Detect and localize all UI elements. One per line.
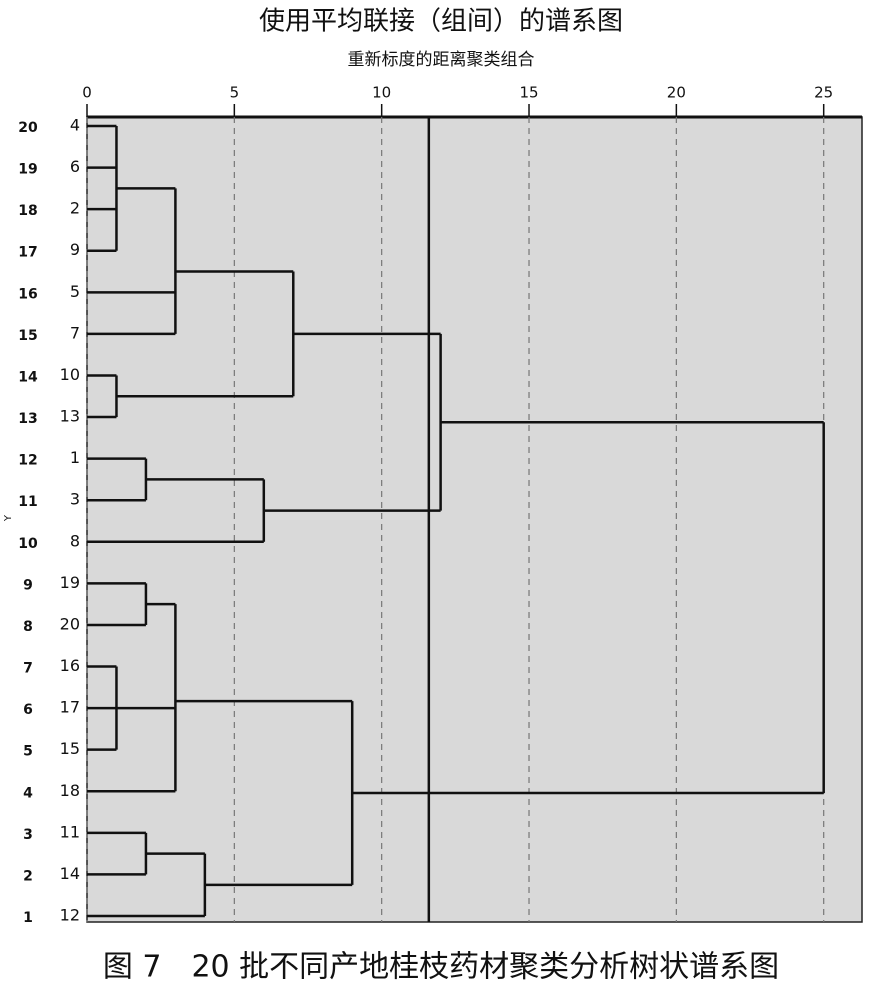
leaf-label: 6 [70,157,80,176]
row-number: 19 [18,162,37,178]
row-number: 1 [23,910,33,926]
row-number: 14 [18,369,38,385]
row-number: 10 [18,536,38,552]
leaf-label: 10 [60,365,80,384]
leaf-label: 13 [60,407,80,426]
leaf-label: 2 [70,199,80,218]
y-axis-label: Y [3,514,14,522]
row-number: 13 [18,411,37,427]
x-tick-label: 25 [814,84,833,102]
row-number: 5 [23,744,33,760]
leaf-label: 3 [70,490,80,509]
leaf-label: 17 [60,698,80,717]
leaf-label: 8 [70,531,80,550]
leaf-label: 15 [60,739,80,758]
row-number: 15 [18,328,37,344]
x-tick-label: 20 [667,84,686,102]
leaf-label: 16 [60,656,80,675]
row-number: 9 [23,577,33,593]
row-number: 18 [18,203,37,219]
leaf-label: 11 [60,822,80,841]
leaf-label: 7 [70,323,80,342]
leaf-label: 20 [60,614,80,633]
row-number: 12 [18,453,37,469]
leaf-label: 1 [70,448,80,467]
row-number: 17 [18,245,37,261]
leaf-label: 12 [60,906,80,925]
x-tick-label: 0 [82,84,92,102]
leaf-label: 19 [60,573,80,592]
row-number: 11 [18,494,37,510]
leaf-label: 4 [70,116,80,135]
leaf-label: 18 [60,781,80,800]
x-tick-label: 15 [519,84,538,102]
caption: 图 7 20 批不同产地桂枝药材聚类分析树状谱系图 [103,950,779,985]
row-number: 16 [18,286,37,302]
leaf-label: 9 [70,240,80,259]
leaf-label: 5 [70,282,80,301]
row-number: 8 [23,619,33,635]
row-number: 20 [18,120,38,136]
chart-subtitle: 重新标度的距离聚类组合 [348,50,535,70]
row-number: 2 [23,868,33,884]
row-number: 6 [23,702,33,718]
leaf-label: 14 [60,864,80,883]
row-number: 4 [23,785,33,801]
x-tick-label: 10 [372,84,391,102]
row-number: 7 [23,661,33,677]
plot-area [86,116,863,923]
x-tick-label: 5 [230,84,240,102]
row-number: 3 [23,827,33,843]
chart-title: 使用平均联接（组间）的谱系图 [259,7,623,37]
